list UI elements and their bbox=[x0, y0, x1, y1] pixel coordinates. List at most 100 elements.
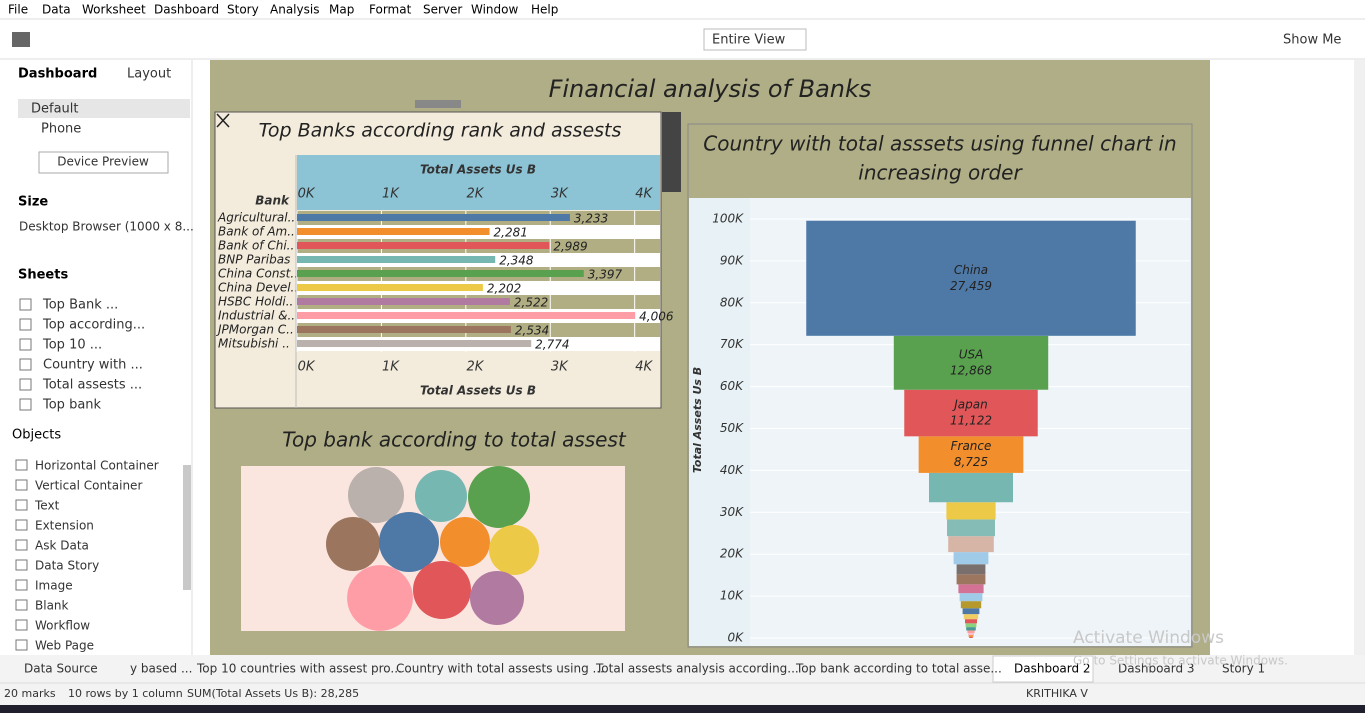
x-tick-label: 1K bbox=[382, 187, 400, 202]
panel-tools[interactable] bbox=[662, 112, 681, 192]
y-tick-label: 100K bbox=[712, 211, 744, 225]
object[interactable]: Web Page bbox=[35, 639, 94, 653]
y-tick-label: 70K bbox=[720, 337, 744, 351]
object[interactable]: Horizontal Container bbox=[35, 459, 159, 473]
object[interactable]: Image bbox=[35, 579, 73, 593]
axis-title: Total Assets Us B bbox=[691, 367, 704, 473]
sheet-tab[interactable]: Dashboard 2 bbox=[1014, 662, 1091, 676]
sheet[interactable]: Top bank bbox=[42, 398, 102, 413]
funnel-segment bbox=[948, 536, 994, 553]
funnel-segment bbox=[963, 614, 979, 620]
funnel-segment bbox=[967, 630, 975, 633]
menu-item[interactable]: Format bbox=[369, 3, 412, 17]
active-tab[interactable] bbox=[992, 655, 1094, 683]
object[interactable]: Extension bbox=[35, 519, 94, 533]
menu-item[interactable]: Dashboard bbox=[154, 3, 219, 17]
funnel-segment bbox=[918, 436, 1024, 473]
sheet-tab[interactable]: Data Source bbox=[24, 662, 98, 676]
bubble bbox=[440, 517, 490, 567]
funnel-segment bbox=[893, 335, 1049, 390]
y-tick-label: China Const.. bbox=[218, 267, 298, 281]
y-tick-label: 50K bbox=[720, 421, 744, 435]
object[interactable]: Ask Data bbox=[35, 539, 89, 553]
sheet-icon bbox=[19, 398, 32, 411]
sheet[interactable]: Top according... bbox=[42, 318, 145, 333]
x-tick-label: 4K bbox=[635, 187, 653, 202]
menu-item[interactable]: Worksheet bbox=[82, 3, 146, 17]
drag-handle[interactable] bbox=[415, 100, 461, 108]
y-tick-label: 30K bbox=[720, 505, 744, 519]
y-tick-label: 80K bbox=[720, 295, 744, 309]
panel-tab[interactable]: Layout bbox=[127, 67, 171, 82]
chart-title: Top Banks according rank and assests bbox=[259, 120, 622, 142]
home-icon[interactable] bbox=[12, 32, 30, 47]
sheet-tab[interactable]: Story 1 bbox=[1222, 662, 1265, 676]
funnel-segment bbox=[953, 552, 989, 565]
segment-label: USA bbox=[959, 347, 984, 361]
object[interactable]: Vertical Container bbox=[35, 479, 142, 493]
object[interactable]: Text bbox=[34, 499, 60, 513]
menu-item[interactable]: Window bbox=[471, 3, 519, 17]
bar bbox=[297, 256, 496, 263]
object[interactable]: Blank bbox=[35, 599, 69, 613]
bubble bbox=[489, 525, 539, 575]
bar bbox=[297, 242, 550, 249]
bar bbox=[297, 312, 636, 319]
section-heading: Sheets bbox=[18, 268, 68, 283]
x-tick-label: 3K bbox=[551, 187, 569, 202]
sheet-tab[interactable]: Total assests analysis according... bbox=[595, 662, 799, 676]
menu-item[interactable]: Analysis bbox=[270, 3, 319, 17]
device[interactable]: Phone bbox=[41, 122, 81, 137]
menu-item[interactable]: Server bbox=[423, 3, 462, 17]
sheet-icon bbox=[19, 298, 32, 311]
user-name[interactable]: KRITHIKA V bbox=[1026, 687, 1088, 700]
bar bbox=[297, 284, 483, 291]
y-tick-label: Bank of Chi.. bbox=[218, 239, 294, 253]
data-label: 2,348 bbox=[499, 254, 534, 268]
menu-item[interactable]: Map bbox=[329, 3, 354, 17]
close-icon[interactable] bbox=[216, 113, 230, 128]
menu-item[interactable]: Help bbox=[531, 3, 558, 17]
y-tick-label: Agricultural.. bbox=[217, 211, 295, 225]
y-tick-label: 60K bbox=[720, 379, 744, 393]
sheet-tab[interactable]: Dashboard 3 bbox=[1118, 662, 1195, 676]
view-select[interactable]: Entire View bbox=[712, 33, 786, 48]
scrollbar bbox=[183, 465, 191, 590]
selected-device bbox=[18, 99, 190, 118]
device-preview-button[interactable] bbox=[38, 151, 169, 174]
sheet-tab[interactable]: Top 10 countries with assest pro... bbox=[196, 662, 402, 676]
bubble bbox=[379, 512, 439, 572]
bottom-bar bbox=[0, 655, 1365, 705]
device[interactable]: Default bbox=[31, 102, 79, 117]
bar bbox=[297, 340, 532, 347]
object[interactable]: Data Story bbox=[35, 559, 99, 573]
sheet[interactable]: Total assests ... bbox=[42, 378, 142, 393]
sheet-icon bbox=[19, 318, 32, 331]
sheet-tab[interactable]: Country with total assests using ... bbox=[396, 662, 604, 676]
y-tick-label: HSBC Holdi.. bbox=[218, 295, 293, 309]
sheet[interactable]: Top 10 ... bbox=[42, 338, 102, 353]
sheet[interactable]: Country with ... bbox=[43, 358, 143, 373]
button-label[interactable]: Device Preview bbox=[57, 155, 149, 169]
funnel-segment bbox=[966, 627, 976, 631]
sheet-icon bbox=[19, 358, 32, 371]
sheet-tab[interactable]: Top bank according to total asse... bbox=[795, 662, 1002, 676]
sheet[interactable]: Top Bank ... bbox=[42, 298, 118, 313]
object[interactable]: Workflow bbox=[35, 619, 90, 633]
menu-item[interactable]: Data bbox=[42, 3, 71, 17]
panel-tab[interactable]: Dashboard bbox=[18, 67, 97, 82]
bar bbox=[297, 298, 510, 305]
view-dropdown[interactable] bbox=[703, 28, 807, 51]
x-tick-label: 2K bbox=[466, 187, 484, 202]
y-tick-label: JPMorgan C.. bbox=[216, 323, 294, 337]
show-me[interactable]: Show Me bbox=[1283, 33, 1341, 48]
sheet-tab[interactable]: y based ... bbox=[130, 662, 192, 676]
size-select[interactable]: Desktop Browser (1000 x 8... bbox=[19, 220, 194, 234]
watermark: Activate Windows bbox=[1073, 628, 1224, 648]
menu-item[interactable]: Story bbox=[227, 3, 259, 17]
x-tick-label: 2K bbox=[466, 360, 484, 375]
menu-item[interactable]: File bbox=[8, 3, 28, 17]
y-tick-label: 10K bbox=[720, 589, 744, 603]
bubble bbox=[470, 571, 524, 625]
